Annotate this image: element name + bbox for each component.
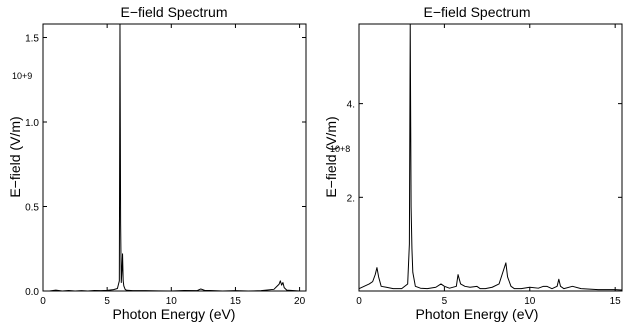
right-y-axis-label: E−field (V/m) bbox=[323, 116, 339, 197]
left-y-tick-label: 1.0 bbox=[25, 118, 39, 129]
right-x-tick-label: 10 bbox=[524, 296, 536, 307]
left-y-ticks: 0.0 0.5 1.0 1.5 bbox=[25, 34, 306, 298]
left-x-ticks: 0 5 10 15 20 bbox=[40, 24, 306, 307]
left-x-tick-label: 15 bbox=[230, 296, 242, 307]
left-y-tick-label: 0.0 bbox=[25, 287, 39, 298]
right-y-tick-label: 4. bbox=[347, 100, 355, 111]
left-x-tick-label: 20 bbox=[294, 296, 306, 307]
right-panel: E−field Spectrum 0 5 10 15 2. 4. 10+8 Photon… bbox=[323, 4, 623, 322]
left-series-line bbox=[43, 23, 306, 292]
left-y-tick-label: 1.5 bbox=[25, 34, 39, 45]
left-y-tick-label: 0.5 bbox=[25, 203, 39, 214]
left-x-tick-label: 10 bbox=[166, 296, 178, 307]
right-x-tick-label: 5 bbox=[442, 296, 448, 307]
right-x-tick-label: 15 bbox=[610, 296, 622, 307]
right-plot-frame bbox=[358, 23, 623, 292]
right-x-axis-label: Photon Energy (eV) bbox=[416, 306, 539, 322]
left-y-multiplier: 10+9 bbox=[12, 71, 32, 81]
left-plot-frame bbox=[42, 23, 307, 292]
right-x-tick-label: 0 bbox=[356, 296, 362, 307]
left-chart-title: E−field Spectrum bbox=[121, 4, 228, 20]
right-y-tick-label: 2. bbox=[347, 193, 355, 204]
right-chart-title: E−field Spectrum bbox=[424, 4, 531, 20]
left-panel: E−field Spectrum 0 5 10 15 20 0.0 0.5 1.0 1.5 1… bbox=[7, 4, 307, 322]
left-x-tick-label: 5 bbox=[104, 296, 110, 307]
right-x-ticks: 0 5 10 15 bbox=[356, 24, 621, 307]
left-x-tick-label: 0 bbox=[40, 296, 46, 307]
left-x-axis-label: Photon Energy (eV) bbox=[113, 306, 236, 322]
right-series-line bbox=[358, 23, 623, 291]
left-y-axis-label: E−field (V/m) bbox=[7, 116, 23, 197]
right-y-ticks: 2. 4. bbox=[347, 100, 622, 204]
right-y-multiplier: 10+8 bbox=[330, 144, 350, 154]
